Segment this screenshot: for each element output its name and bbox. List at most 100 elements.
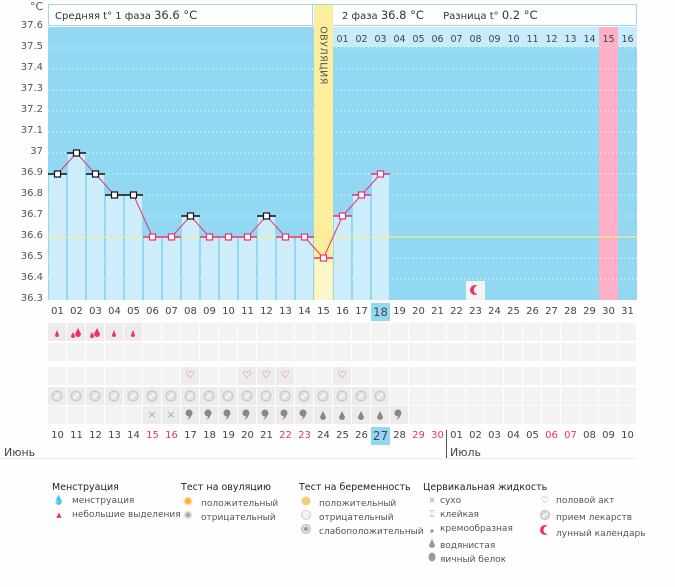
cervical-row-cell[interactable] — [48, 406, 66, 424]
ovtest-row-cell[interactable] — [48, 343, 66, 361]
intercourse-row-cell[interactable] — [523, 367, 541, 385]
medication-row-cell[interactable] — [542, 387, 560, 405]
cycle-day[interactable]: 10 — [222, 306, 235, 317]
calendar-date[interactable]: 27 — [371, 427, 390, 445]
cycle-day[interactable]: 05 — [127, 306, 140, 317]
medication-row-cell[interactable] — [105, 387, 123, 405]
medication-row-cell[interactable] — [124, 387, 142, 405]
cycle-day[interactable]: 28 — [564, 306, 577, 317]
ovtest-row-cell[interactable] — [580, 343, 598, 361]
intercourse-row-cell[interactable] — [447, 367, 465, 385]
cycle-day[interactable]: 11 — [241, 306, 254, 317]
cervical-row-cell[interactable] — [219, 406, 237, 424]
menstruation-row-cell[interactable] — [181, 323, 199, 341]
calendar-date[interactable]: 09 — [602, 430, 615, 441]
medication-row-cell[interactable] — [447, 387, 465, 405]
menstruation-row-cell[interactable] — [276, 323, 294, 341]
intercourse-row-cell[interactable] — [314, 367, 332, 385]
cycle-day[interactable]: 04 — [108, 306, 121, 317]
medication-row-cell[interactable] — [466, 387, 484, 405]
cycle-day[interactable]: 17 — [355, 306, 368, 317]
cervical-row-cell[interactable] — [276, 406, 294, 424]
medication-row-cell[interactable] — [48, 387, 66, 405]
ovtest-row-cell[interactable] — [219, 343, 237, 361]
cervical-row-cell[interactable] — [618, 406, 636, 424]
ovtest-row-cell[interactable] — [314, 343, 332, 361]
calendar-date[interactable]: 06 — [545, 430, 558, 441]
cervical-row-cell[interactable] — [409, 406, 427, 424]
calendar-date[interactable]: 25 — [336, 430, 349, 441]
menstruation-row-cell[interactable] — [143, 323, 161, 341]
intercourse-row-cell[interactable] — [542, 367, 560, 385]
cervical-row-cell[interactable] — [447, 406, 465, 424]
ovtest-row-cell[interactable] — [143, 343, 161, 361]
cervical-row-cell[interactable] — [257, 406, 275, 424]
calendar-date[interactable]: 13 — [108, 430, 121, 441]
cervical-row-cell[interactable] — [485, 406, 503, 424]
menstruation-row-cell[interactable] — [390, 323, 408, 341]
intercourse-row-cell[interactable] — [618, 367, 636, 385]
cervical-row-cell[interactable] — [371, 406, 389, 424]
intercourse-row-cell[interactable] — [67, 367, 85, 385]
cervical-row-cell[interactable] — [390, 406, 408, 424]
ovtest-row-cell[interactable] — [409, 343, 427, 361]
menstruation-row-cell[interactable] — [333, 323, 351, 341]
calendar-date[interactable]: 12 — [89, 430, 102, 441]
cervical-row-cell[interactable] — [523, 406, 541, 424]
cervical-row-cell[interactable] — [314, 406, 332, 424]
medication-row-cell[interactable] — [162, 387, 180, 405]
cycle-day[interactable]: 23 — [469, 306, 482, 317]
ovtest-row-cell[interactable] — [352, 343, 370, 361]
intercourse-row-cell[interactable]: ♡ — [333, 367, 351, 385]
cycle-day[interactable]: 12 — [260, 306, 273, 317]
cervical-row-cell[interactable]: × — [143, 406, 161, 424]
intercourse-row-cell[interactable] — [390, 367, 408, 385]
menstruation-row-cell[interactable] — [86, 323, 104, 341]
menstruation-row-cell[interactable] — [466, 323, 484, 341]
intercourse-row-cell[interactable] — [86, 367, 104, 385]
ovtest-row-cell[interactable] — [295, 343, 313, 361]
menstruation-row-cell[interactable] — [599, 323, 617, 341]
intercourse-row-cell[interactable] — [599, 367, 617, 385]
medication-row-cell[interactable] — [67, 387, 85, 405]
cycle-day[interactable]: 07 — [165, 306, 178, 317]
calendar-date[interactable]: 04 — [507, 430, 520, 441]
cervical-row-cell[interactable] — [599, 406, 617, 424]
cervical-row-cell[interactable] — [295, 406, 313, 424]
ovtest-row-cell[interactable] — [371, 343, 389, 361]
calendar-date[interactable]: 30 — [431, 430, 444, 441]
medication-row-cell[interactable] — [333, 387, 351, 405]
medication-row-cell[interactable] — [371, 387, 389, 405]
cervical-row-cell[interactable] — [542, 406, 560, 424]
medication-row-cell[interactable] — [238, 387, 256, 405]
intercourse-row-cell[interactable] — [504, 367, 522, 385]
cervical-row-cell[interactable] — [504, 406, 522, 424]
medication-row-cell[interactable] — [314, 387, 332, 405]
cycle-day[interactable]: 03 — [89, 306, 102, 317]
cycle-day[interactable]: 15 — [317, 306, 330, 317]
menstruation-row-cell[interactable] — [485, 323, 503, 341]
calendar-date[interactable]: 10 — [621, 430, 634, 441]
menstruation-row-cell[interactable] — [295, 323, 313, 341]
intercourse-row-cell[interactable] — [428, 367, 446, 385]
calendar-date[interactable]: 28 — [393, 430, 406, 441]
medication-row-cell[interactable] — [390, 387, 408, 405]
calendar-date[interactable]: 15 — [146, 430, 159, 441]
cervical-row-cell[interactable] — [333, 406, 351, 424]
calendar-date[interactable]: 21 — [260, 430, 273, 441]
ovtest-row-cell[interactable] — [561, 343, 579, 361]
menstruation-row-cell[interactable] — [580, 323, 598, 341]
cycle-day[interactable]: 21 — [431, 306, 444, 317]
calendar-date[interactable]: 18 — [203, 430, 216, 441]
ovtest-row-cell[interactable] — [599, 343, 617, 361]
cycle-day[interactable]: 26 — [526, 306, 539, 317]
ovtest-row-cell[interactable] — [124, 343, 142, 361]
ovtest-row-cell[interactable] — [67, 343, 85, 361]
intercourse-row-cell[interactable] — [143, 367, 161, 385]
ovtest-row-cell[interactable] — [86, 343, 104, 361]
cycle-day[interactable]: 20 — [412, 306, 425, 317]
intercourse-row-cell[interactable]: ♡ — [181, 367, 199, 385]
cycle-day[interactable]: 25 — [507, 306, 520, 317]
menstruation-row-cell[interactable] — [447, 323, 465, 341]
intercourse-row-cell[interactable] — [485, 367, 503, 385]
